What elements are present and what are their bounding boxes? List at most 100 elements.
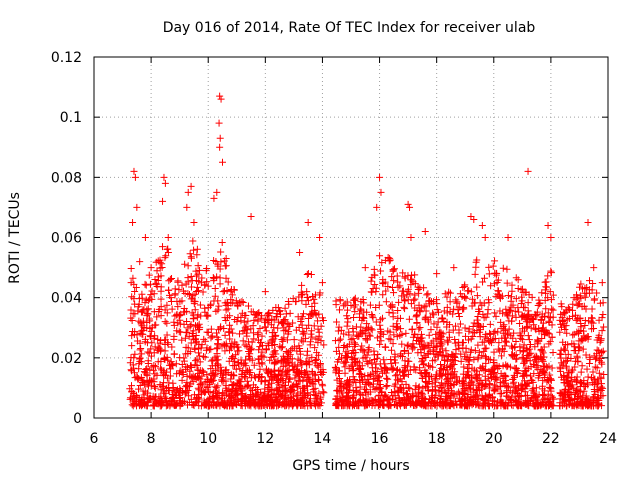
data-point [205, 378, 213, 386]
data-point [299, 376, 307, 384]
data-point [302, 300, 310, 308]
data-point [383, 382, 391, 390]
data-point [213, 360, 221, 368]
data-point [213, 345, 221, 353]
data-point [173, 386, 181, 394]
data-point [127, 314, 135, 322]
data-point [317, 399, 325, 407]
data-point [156, 339, 164, 347]
data-point [473, 292, 481, 300]
data-point [157, 272, 165, 280]
data-point [298, 291, 306, 299]
data-point [588, 305, 596, 313]
data-point [423, 291, 431, 299]
data-point [473, 283, 481, 291]
data-point [178, 388, 186, 396]
data-point [308, 369, 316, 377]
data-point [247, 212, 255, 220]
data-point [392, 359, 400, 367]
data-point [316, 234, 324, 241]
data-point [139, 306, 147, 314]
data-point [130, 389, 138, 397]
data-point [258, 332, 266, 340]
data-point [203, 265, 211, 273]
data-point [376, 321, 384, 329]
data-point [193, 313, 201, 321]
data-point [401, 297, 409, 305]
data-point [248, 338, 256, 346]
data-point [471, 270, 479, 278]
data-point [309, 293, 317, 301]
data-point [496, 347, 504, 355]
data-point [144, 348, 152, 356]
data-point [189, 292, 197, 300]
data-point [192, 267, 200, 275]
data-point [137, 327, 145, 335]
data-point [183, 203, 191, 211]
data-point [270, 328, 278, 336]
data-point [173, 311, 181, 319]
data-point [134, 337, 142, 345]
data-point [173, 297, 181, 305]
data-point [270, 360, 278, 368]
data-point [247, 390, 255, 398]
data-point [147, 345, 155, 353]
data-point [242, 322, 250, 330]
data-point [429, 309, 437, 317]
data-point [209, 356, 217, 364]
data-point [184, 401, 192, 409]
data-point [142, 281, 150, 289]
data-point [556, 350, 564, 358]
data-point [158, 397, 166, 405]
data-point [241, 341, 249, 349]
data-point [231, 338, 239, 346]
x-tick-label: 18 [428, 431, 446, 447]
data-point [218, 376, 226, 384]
y-tick-label: 0.1 [60, 110, 82, 126]
data-point [189, 332, 197, 340]
data-point [335, 336, 343, 344]
data-point [139, 400, 147, 408]
data-point [318, 380, 326, 388]
data-point [138, 350, 146, 358]
x-tick-label: 22 [542, 431, 560, 447]
data-point [296, 249, 304, 257]
data-point [283, 357, 291, 365]
data-point [305, 314, 313, 322]
data-point [335, 306, 343, 314]
data-point [216, 274, 224, 282]
data-point [547, 296, 555, 304]
data-point [149, 401, 157, 409]
data-point [161, 179, 169, 187]
data-point [311, 299, 319, 307]
data-point [279, 376, 287, 384]
data-point [599, 311, 607, 319]
data-point [171, 285, 179, 293]
data-point [426, 297, 434, 305]
data-point [151, 275, 159, 283]
data-point [541, 278, 549, 286]
data-point [170, 350, 178, 358]
data-point [184, 188, 192, 196]
data-point [377, 188, 385, 196]
data-point [486, 320, 494, 328]
data-point [294, 362, 302, 370]
data-point [221, 299, 229, 307]
data-point [372, 360, 380, 368]
data-point [383, 374, 391, 382]
data-point [390, 277, 398, 285]
data-point [518, 293, 526, 301]
data-point [267, 353, 275, 361]
data-point [137, 373, 145, 381]
data-point [209, 274, 217, 282]
data-point [195, 287, 203, 295]
data-point [201, 337, 209, 345]
data-point [282, 361, 290, 369]
data-point [352, 323, 360, 331]
data-point [170, 335, 178, 343]
data-point [166, 361, 174, 369]
data-point [219, 158, 226, 166]
data-point [227, 325, 235, 333]
data-point [369, 314, 377, 322]
data-point [230, 381, 238, 389]
